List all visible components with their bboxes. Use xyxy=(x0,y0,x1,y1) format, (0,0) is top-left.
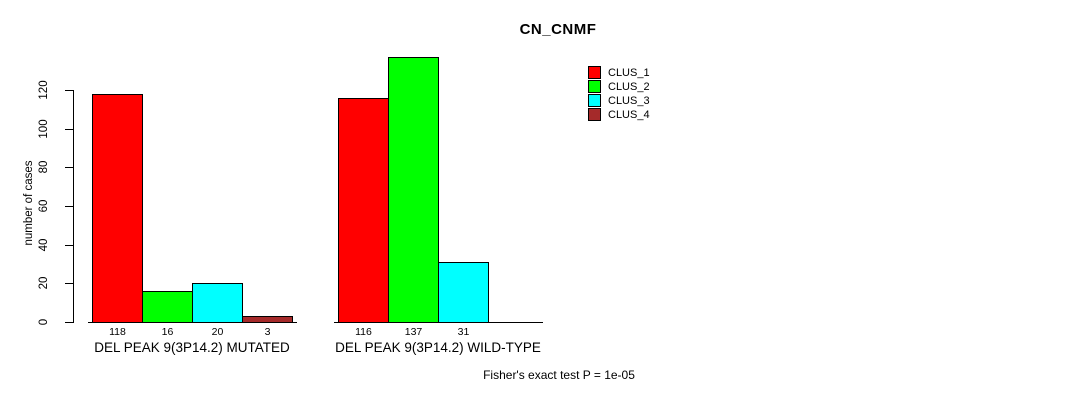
y-axis-tick xyxy=(65,90,73,91)
bar-value-label: 137 xyxy=(404,326,423,338)
legend: CLUS_1 CLUS_2 CLUS_3 CLUS_4 xyxy=(588,66,650,121)
y-axis-tick-label: 80 xyxy=(38,160,50,174)
y-axis-tick-label: 60 xyxy=(38,199,50,213)
y-axis-tick-label: 100 xyxy=(38,119,50,139)
bar-value-label: 16 xyxy=(161,326,174,338)
y-axis-tick-label: 40 xyxy=(38,238,50,252)
fisher-test-note: Fisher's exact test P = 1e-05 xyxy=(483,368,635,382)
bar-value-label: 31 xyxy=(457,326,470,338)
y-axis-line xyxy=(73,90,74,323)
y-axis-label: number of cases xyxy=(23,160,35,246)
chart-title: CN_CNMF xyxy=(519,21,597,38)
legend-swatch-clus_3 xyxy=(588,94,601,107)
category-label: DEL PEAK 9(3P14.2) MUTATED xyxy=(94,340,290,355)
bar-value-label: 118 xyxy=(109,326,126,338)
legend-label: CLUS_4 xyxy=(608,108,650,121)
legend-label: CLUS_1 xyxy=(608,66,650,79)
bar-clus_1 xyxy=(338,98,389,323)
y-axis-tick-label: 120 xyxy=(38,80,50,100)
legend-item: CLUS_3 xyxy=(588,94,650,107)
bar-clus_2 xyxy=(142,291,193,323)
legend-label: CLUS_2 xyxy=(608,80,650,93)
y-axis-tick xyxy=(65,322,73,323)
bar-value-label: 3 xyxy=(264,326,271,338)
legend-item: CLUS_1 xyxy=(588,66,650,79)
bar-clus_3 xyxy=(192,283,243,323)
legend-swatch-clus_2 xyxy=(588,80,601,93)
y-axis-tick-label: 0 xyxy=(38,318,50,326)
legend-swatch-clus_1 xyxy=(588,66,601,79)
legend-label: CLUS_3 xyxy=(608,94,650,107)
bar-value-label: 20 xyxy=(211,326,224,338)
legend-item: CLUS_2 xyxy=(588,80,650,93)
y-axis-tick xyxy=(65,128,73,130)
y-axis-tick xyxy=(65,244,73,246)
y-axis-tick xyxy=(65,283,73,285)
bar-clus_3 xyxy=(438,262,489,323)
bar-value-label: 116 xyxy=(355,326,372,338)
y-axis-tick xyxy=(65,206,73,207)
legend-swatch-clus_4 xyxy=(588,108,601,121)
y-axis-tick-label: 20 xyxy=(38,276,50,290)
y-axis-tick xyxy=(65,167,73,169)
bar-clus_1 xyxy=(92,94,143,323)
category-label: DEL PEAK 9(3P14.2) WILD-TYPE xyxy=(335,340,541,355)
bar-clus_4 xyxy=(242,316,293,323)
legend-item: CLUS_4 xyxy=(588,108,650,121)
bar-clus_2 xyxy=(388,57,439,323)
